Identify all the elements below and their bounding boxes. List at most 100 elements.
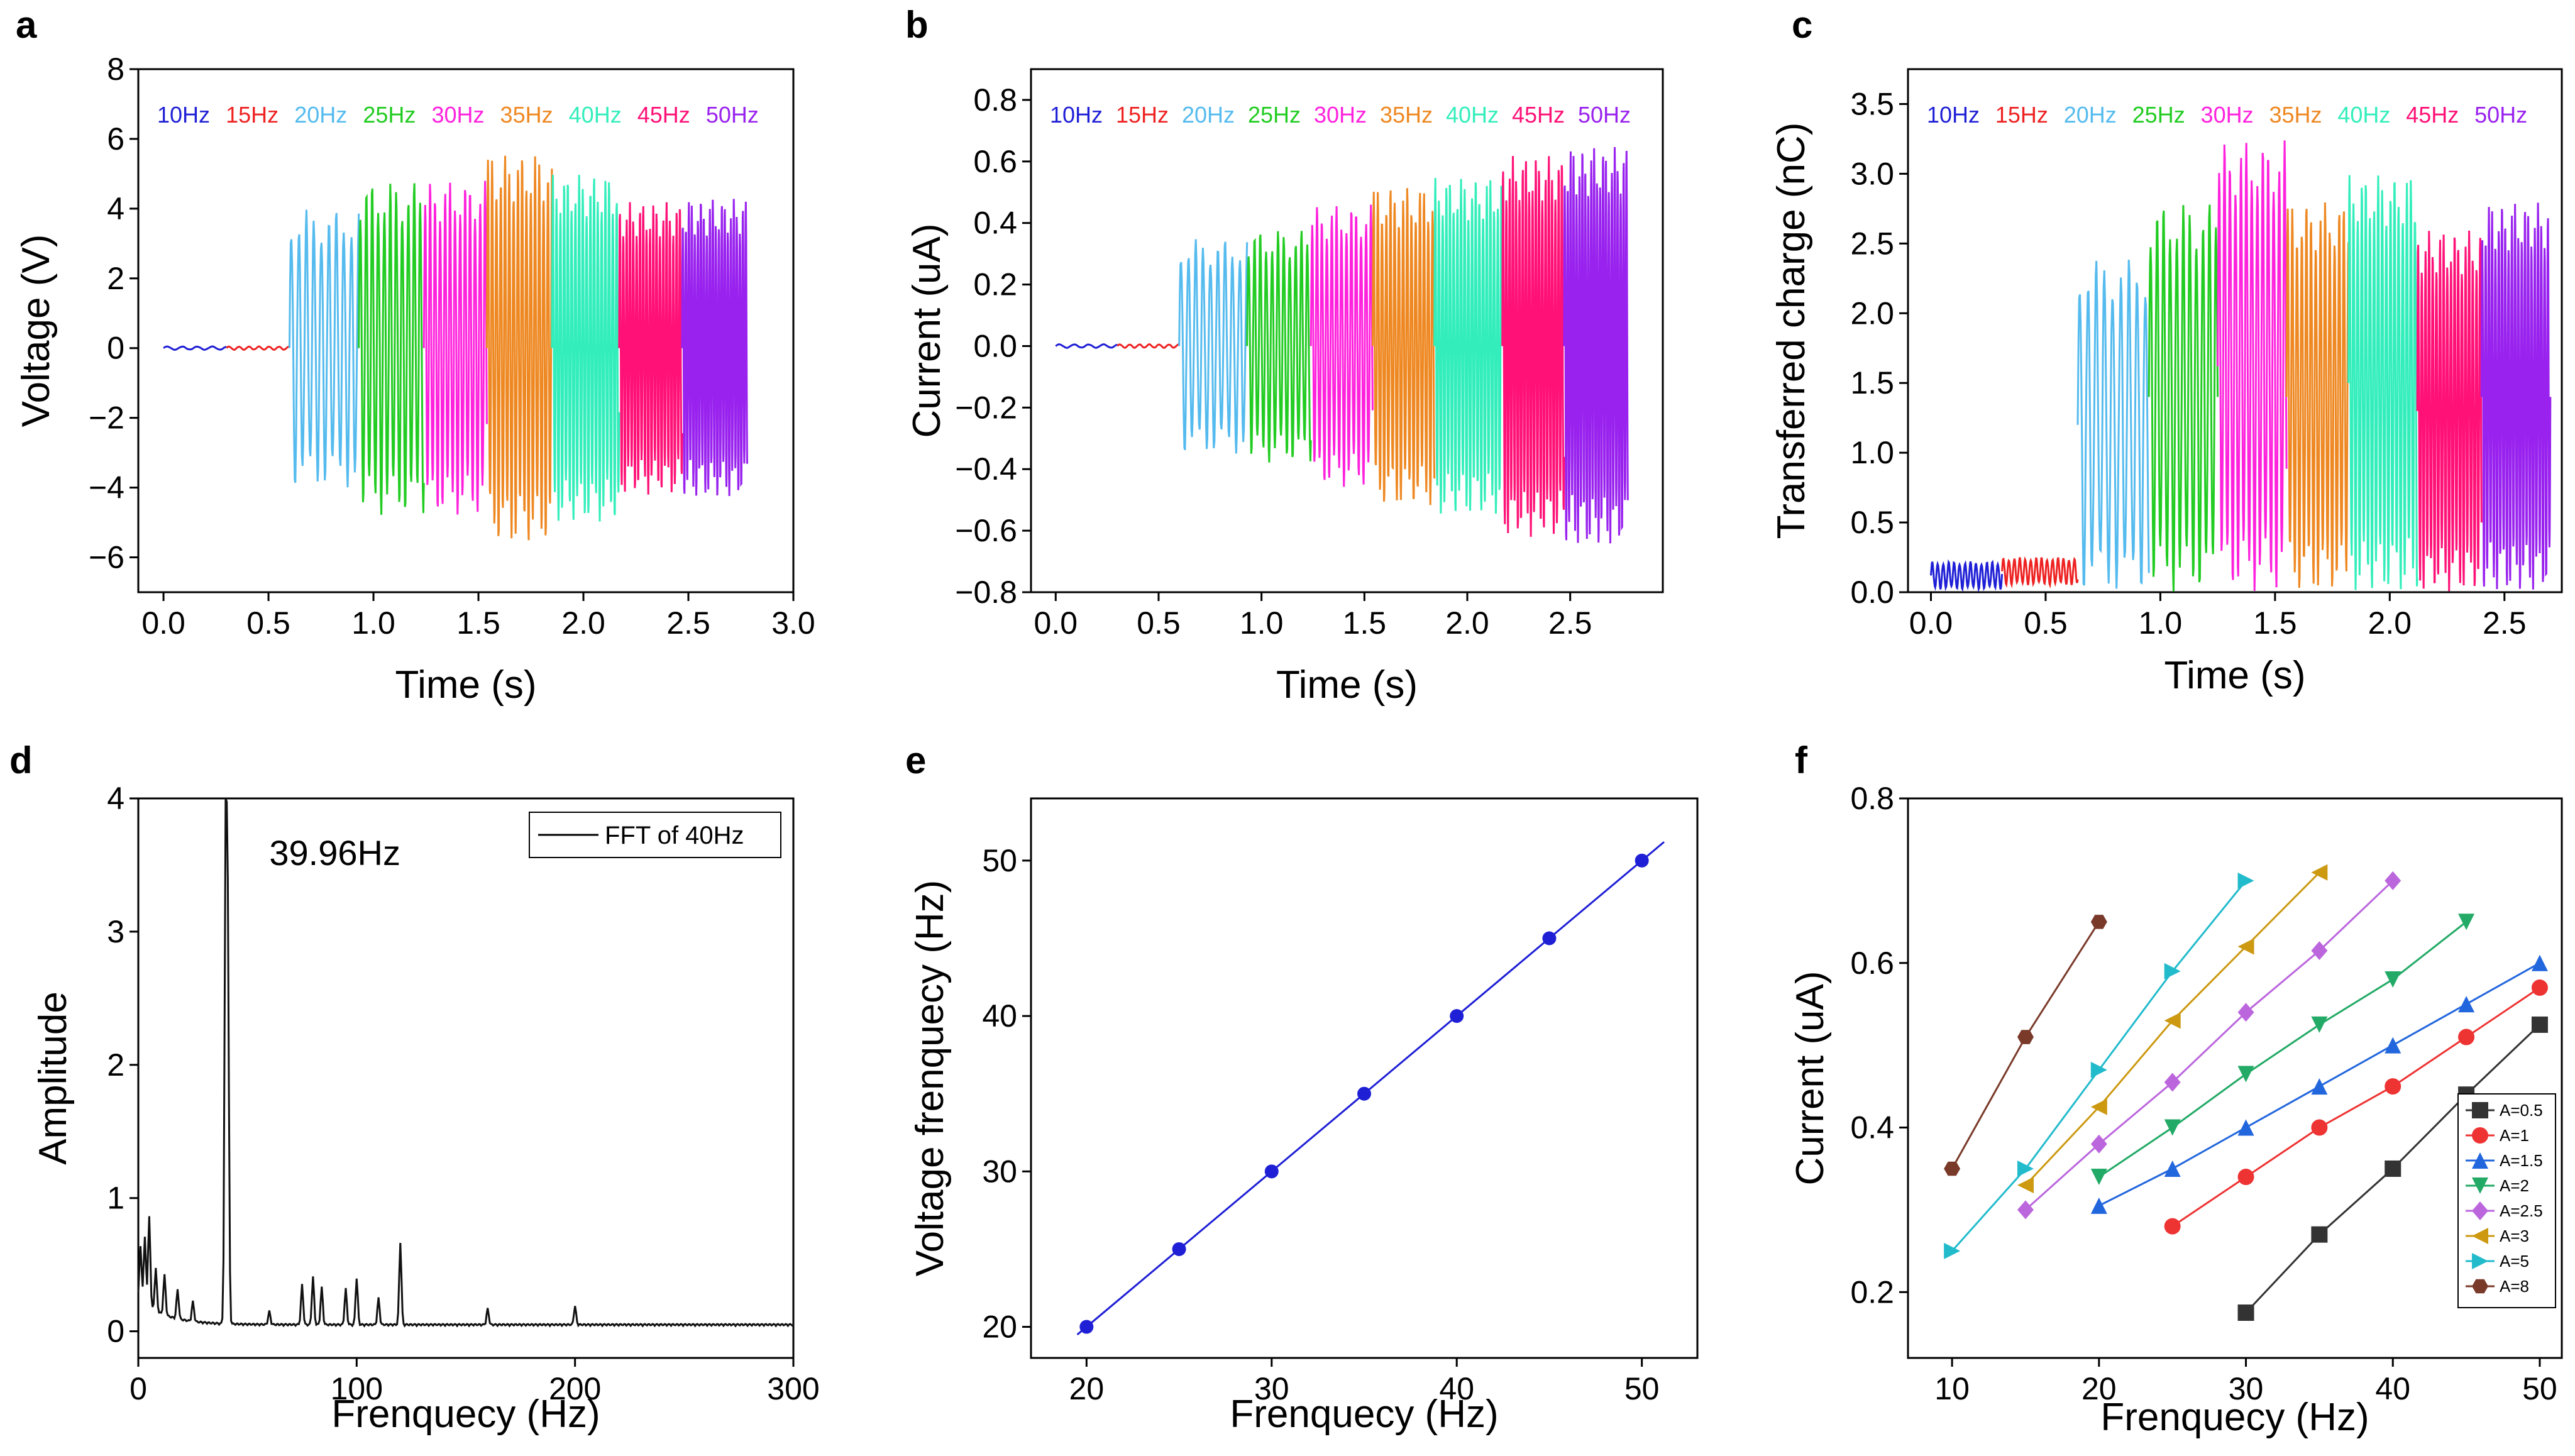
data-point — [2017, 1177, 2034, 1194]
freq-label-40Hz: 40Hz — [569, 102, 622, 128]
data-point — [2017, 1160, 2034, 1177]
freq-label-40Hz: 40Hz — [2337, 102, 2390, 128]
freq-label-50Hz: 50Hz — [1578, 102, 1631, 128]
y-tick-label: 0 — [107, 331, 124, 366]
data-point — [2311, 1078, 2328, 1095]
y-axis-title: Voltage frenquecy (Hz) — [908, 880, 952, 1277]
panel-letter-b: b — [905, 4, 929, 46]
data-point — [2237, 872, 2254, 889]
y-axis-title: Current (uA) — [1789, 971, 1832, 1185]
data-point — [2164, 962, 2181, 979]
freq-label-30Hz: 30Hz — [431, 102, 484, 128]
x-axis-title: Frenquecy (Hz) — [1230, 1393, 1498, 1436]
y-tick-label: −0.6 — [955, 513, 1017, 548]
x-tick-label: 40 — [1439, 1371, 1474, 1406]
waveform-35Hz — [2285, 202, 2350, 588]
x-axis-title: Frenquecy (Hz) — [2100, 1396, 2369, 1439]
series-line-A=3 — [2024, 871, 2320, 1186]
waveform-40Hz — [2347, 175, 2418, 590]
y-tick-label: 0.5 — [1850, 505, 1894, 540]
data-point — [2090, 1061, 2107, 1078]
waveform-45Hz — [2416, 230, 2483, 592]
legend-label: A=3 — [2500, 1227, 2529, 1245]
data-point — [2164, 1119, 2181, 1136]
waveform-10Hz — [1055, 343, 1118, 349]
x-tick-label: 200 — [549, 1371, 601, 1406]
y-tick-label: 0.2 — [1850, 1274, 1894, 1310]
waveform-35Hz — [1371, 188, 1436, 505]
freq-label-15Hz: 15Hz — [1116, 102, 1169, 128]
data-point — [2311, 1226, 2328, 1243]
waveform-15Hz — [226, 345, 290, 351]
x-tick-label: 0.0 — [1909, 605, 1953, 641]
x-tick-label: 1.0 — [1240, 605, 1284, 641]
waveform-25Hz — [358, 183, 425, 515]
series-line-A=2.5 — [2024, 880, 2394, 1211]
waveform-10Hz — [1930, 559, 2004, 593]
freq-label-50Hz: 50Hz — [706, 102, 759, 128]
x-tick-label: 100 — [331, 1371, 383, 1406]
waveform-40Hz — [1433, 178, 1504, 514]
plot-frame — [1030, 68, 1664, 593]
data-point — [2237, 1119, 2254, 1136]
data-point — [2385, 1078, 2401, 1095]
waveform-25Hz — [2148, 204, 2219, 592]
waveform-20Hz — [1178, 239, 1249, 454]
legend-label: A=5 — [2500, 1252, 2529, 1271]
data-point — [2385, 1037, 2401, 1054]
waveform-20Hz — [289, 209, 360, 488]
freq-label-30Hz: 30Hz — [1314, 102, 1367, 128]
x-tick-label: 300 — [767, 1371, 819, 1406]
panel-c: c 0.0 0.5 1.0 1.5 2.0 2.5 0.0 0.5 1.0 1.5 2.0 2.5 3.0… — [1770, 4, 2563, 697]
legend-box — [2457, 1093, 2556, 1308]
y-tick-label: 0 — [107, 1314, 124, 1349]
freq-label-45Hz: 45Hz — [637, 102, 690, 128]
y-tick-label: 3.0 — [1850, 156, 1894, 191]
waveform-45Hz — [1501, 156, 1565, 537]
data-point — [1944, 1242, 1961, 1259]
data-point — [1264, 1164, 1279, 1179]
y-tick-label: 2.5 — [1850, 226, 1894, 261]
data-point — [2164, 1218, 2181, 1235]
waveform-45Hz — [618, 202, 683, 495]
x-tick-label: 2.0 — [1445, 605, 1489, 641]
legend-marker — [2472, 1228, 2488, 1244]
legend-marker — [2472, 1201, 2488, 1220]
plot-frame — [1030, 797, 1699, 1359]
data-point — [2090, 1169, 2107, 1186]
y-tick-label: 3.5 — [1850, 86, 1894, 121]
fit-line — [1076, 841, 1665, 1336]
legend-label: A=1.5 — [2500, 1151, 2543, 1170]
y-tick-label: −0.8 — [955, 575, 1017, 610]
waveform-30Hz — [1310, 204, 1374, 487]
freq-label-40Hz: 40Hz — [1446, 102, 1499, 128]
legend-marker — [2472, 1177, 2488, 1194]
x-tick-label: 30 — [1254, 1371, 1289, 1406]
y-tick-label: 0.8 — [1850, 781, 1894, 816]
legend-marker — [2472, 1152, 2488, 1169]
y-tick-label: 0.4 — [1850, 1110, 1894, 1145]
plot-frame — [1907, 68, 2563, 593]
data-point — [2090, 1134, 2107, 1154]
y-tick-label: 3 — [107, 914, 124, 949]
legend-marker — [2472, 1127, 2488, 1144]
y-tick-label: −6 — [89, 540, 124, 575]
freq-label-45Hz: 45Hz — [2406, 102, 2459, 128]
data-point — [2385, 1160, 2401, 1177]
plot-frame — [1907, 797, 2563, 1359]
x-tick-label: 0.5 — [1137, 605, 1181, 641]
data-point — [2090, 1098, 2107, 1115]
data-point — [2164, 1160, 2181, 1177]
x-tick-label: 10 — [1934, 1371, 1970, 1406]
waveform-15Hz — [2001, 556, 2079, 589]
y-tick-label: −0.4 — [955, 451, 1017, 487]
y-tick-label: 0.6 — [973, 144, 1017, 179]
x-tick-label: 0.0 — [141, 605, 185, 641]
freq-label-20Hz: 20Hz — [294, 102, 347, 128]
y-tick-label: 50 — [982, 843, 1017, 878]
data-point — [1079, 1320, 1094, 1334]
series-line-A=1 — [2171, 986, 2540, 1227]
data-point — [2385, 971, 2401, 988]
x-tick-label: 20 — [1069, 1371, 1105, 1406]
